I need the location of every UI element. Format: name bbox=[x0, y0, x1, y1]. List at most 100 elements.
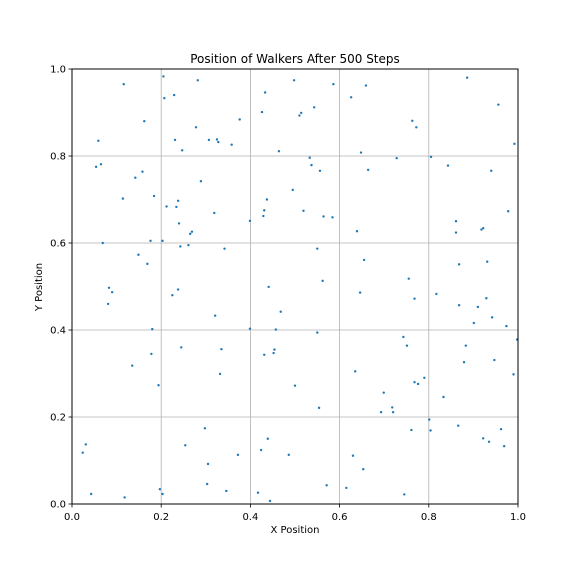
walker-point bbox=[248, 327, 252, 330]
walker-point bbox=[143, 120, 146, 123]
walker-point bbox=[402, 335, 405, 339]
walker-point bbox=[171, 294, 174, 297]
walker-point bbox=[137, 253, 140, 256]
walker-point bbox=[291, 188, 294, 192]
walker-point bbox=[205, 482, 209, 486]
walker-point bbox=[407, 277, 410, 280]
walker-point bbox=[218, 372, 222, 376]
walker-point bbox=[454, 231, 458, 234]
walker-point bbox=[410, 428, 413, 432]
walker-point bbox=[403, 493, 406, 496]
walker-point bbox=[428, 418, 431, 421]
walker-point bbox=[175, 205, 178, 209]
walker-point bbox=[464, 344, 468, 347]
walker-point bbox=[358, 291, 362, 294]
walker-point bbox=[497, 103, 500, 106]
walker-point bbox=[454, 220, 458, 223]
walker-point bbox=[190, 230, 194, 233]
walker-point bbox=[292, 79, 296, 82]
walker-point bbox=[354, 370, 357, 373]
walker-point bbox=[184, 444, 187, 447]
chart-title: Position of Walkers After 500 Steps bbox=[190, 52, 400, 66]
walker-point bbox=[151, 327, 154, 331]
walker-point bbox=[366, 168, 370, 172]
walker-point bbox=[316, 331, 319, 334]
walker-point bbox=[312, 106, 316, 109]
walker-point bbox=[122, 83, 125, 86]
walker-point bbox=[462, 360, 466, 364]
walker-point bbox=[180, 149, 184, 152]
walker-point bbox=[161, 492, 164, 496]
walker-point bbox=[259, 448, 263, 452]
walker-point bbox=[177, 222, 181, 225]
walker-point bbox=[274, 328, 278, 331]
y-tick-label: 0.4 bbox=[50, 326, 66, 337]
x-axis-label: X Position bbox=[271, 525, 320, 536]
x-tick-label: 1.0 bbox=[510, 512, 526, 523]
walker-point bbox=[99, 163, 103, 166]
walker-point bbox=[165, 205, 168, 208]
walker-point bbox=[413, 381, 416, 384]
walker-point bbox=[411, 119, 414, 122]
walker-point bbox=[513, 142, 516, 146]
walker-point bbox=[106, 302, 110, 306]
walker-point bbox=[423, 376, 426, 380]
walker-point bbox=[230, 143, 233, 146]
walker-point bbox=[267, 285, 270, 289]
walker-point bbox=[351, 454, 355, 457]
walker-point bbox=[490, 169, 493, 172]
walker-point bbox=[413, 297, 416, 300]
walker-point bbox=[263, 91, 267, 94]
x-tick-label: 0.6 bbox=[332, 512, 348, 523]
walker-point bbox=[225, 489, 228, 493]
walker-point bbox=[499, 427, 503, 431]
walker-point bbox=[482, 227, 485, 230]
walker-point bbox=[220, 347, 223, 351]
walker-point bbox=[395, 156, 398, 160]
walker-point bbox=[482, 437, 485, 440]
walker-point bbox=[442, 395, 445, 399]
y-tick-label: 0.0 bbox=[50, 500, 66, 511]
x-tick-label: 0.8 bbox=[421, 512, 437, 523]
walker-point bbox=[207, 138, 211, 142]
walker-point bbox=[248, 219, 252, 223]
walker-point bbox=[300, 111, 303, 115]
walker-point bbox=[188, 232, 192, 236]
x-tick-label: 0.4 bbox=[242, 512, 258, 523]
walker-point bbox=[457, 263, 461, 266]
walker-point bbox=[321, 279, 324, 283]
walker-point bbox=[487, 440, 491, 443]
walker-point bbox=[158, 488, 162, 491]
x-axis-ticks: 0.0 0.2 0.4 0.6 0.8 1.0 bbox=[64, 504, 526, 523]
walker-point bbox=[266, 437, 269, 440]
walker-point bbox=[457, 304, 461, 307]
walker-point bbox=[173, 138, 177, 142]
walker-point bbox=[287, 453, 290, 457]
walker-point bbox=[110, 290, 114, 294]
walker-point bbox=[223, 247, 226, 250]
walker-point bbox=[194, 126, 198, 129]
y-axis-label: Y Position bbox=[34, 263, 45, 312]
walker-point bbox=[293, 384, 297, 387]
walker-point bbox=[512, 373, 515, 376]
walker-point bbox=[263, 209, 266, 212]
walker-point bbox=[172, 93, 176, 97]
walker-point bbox=[310, 163, 313, 167]
walker-point bbox=[203, 427, 207, 430]
walker-point bbox=[308, 156, 311, 159]
walker-point bbox=[84, 443, 88, 446]
walker-point bbox=[379, 411, 383, 414]
walker-point bbox=[149, 239, 152, 243]
walker-point bbox=[298, 114, 301, 117]
walker-point bbox=[502, 444, 506, 448]
walker-point bbox=[318, 169, 322, 172]
walker-point bbox=[238, 118, 241, 121]
walker-point bbox=[322, 215, 325, 218]
walker-point bbox=[416, 382, 420, 386]
walker-point bbox=[405, 344, 409, 347]
walker-point bbox=[163, 96, 166, 100]
walker-point bbox=[176, 288, 180, 291]
walker-point bbox=[196, 79, 199, 82]
walker-point bbox=[332, 83, 335, 86]
walker-point bbox=[446, 164, 450, 167]
